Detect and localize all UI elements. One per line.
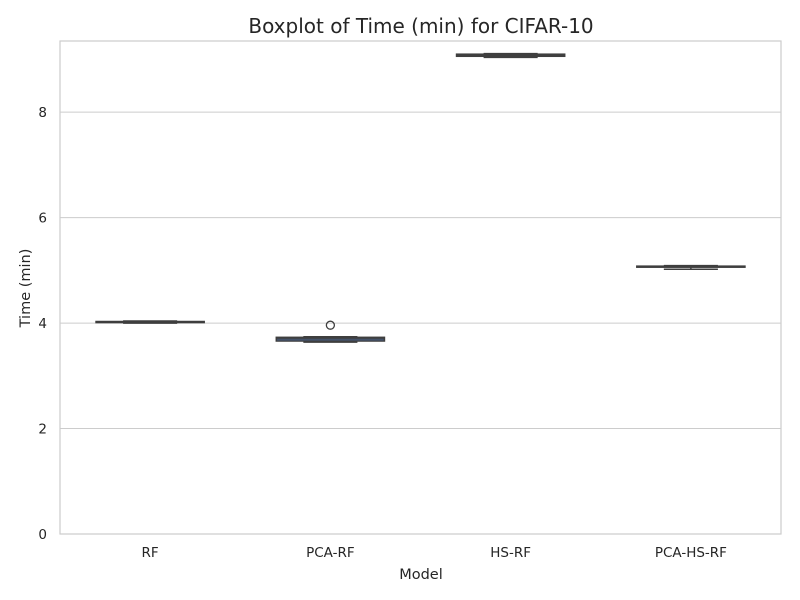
box-rf bbox=[95, 320, 205, 324]
box-pca-rf bbox=[275, 320, 386, 343]
y-axis-label: Time (min) bbox=[18, 249, 34, 329]
x-tick-labels: RF PCA-RF HS-RF PCA-HS-RF bbox=[142, 545, 727, 561]
x-tick-label: PCA-HS-RF bbox=[655, 545, 727, 561]
outlier-point bbox=[325, 320, 336, 330]
y-tick-label: 2 bbox=[38, 422, 47, 438]
x-tick-label: RF bbox=[142, 545, 159, 561]
chart-title: Boxplot of Time (min) for CIFAR-10 bbox=[248, 14, 593, 38]
y-tick-label: 4 bbox=[38, 316, 47, 332]
y-tick-label: 6 bbox=[38, 211, 47, 227]
x-tick-label: PCA-RF bbox=[306, 545, 355, 561]
x-axis-label: Model bbox=[399, 567, 443, 583]
y-tick-labels: 0 2 4 6 8 bbox=[38, 105, 47, 543]
y-tick-label: 8 bbox=[38, 105, 47, 121]
x-tick-label: HS-RF bbox=[490, 545, 531, 561]
box-pca-hs-rf bbox=[636, 264, 746, 271]
plot-frame bbox=[59, 40, 782, 535]
y-tick-label: 0 bbox=[38, 527, 47, 543]
boxes bbox=[95, 52, 746, 343]
box-hs-rf bbox=[455, 52, 566, 59]
